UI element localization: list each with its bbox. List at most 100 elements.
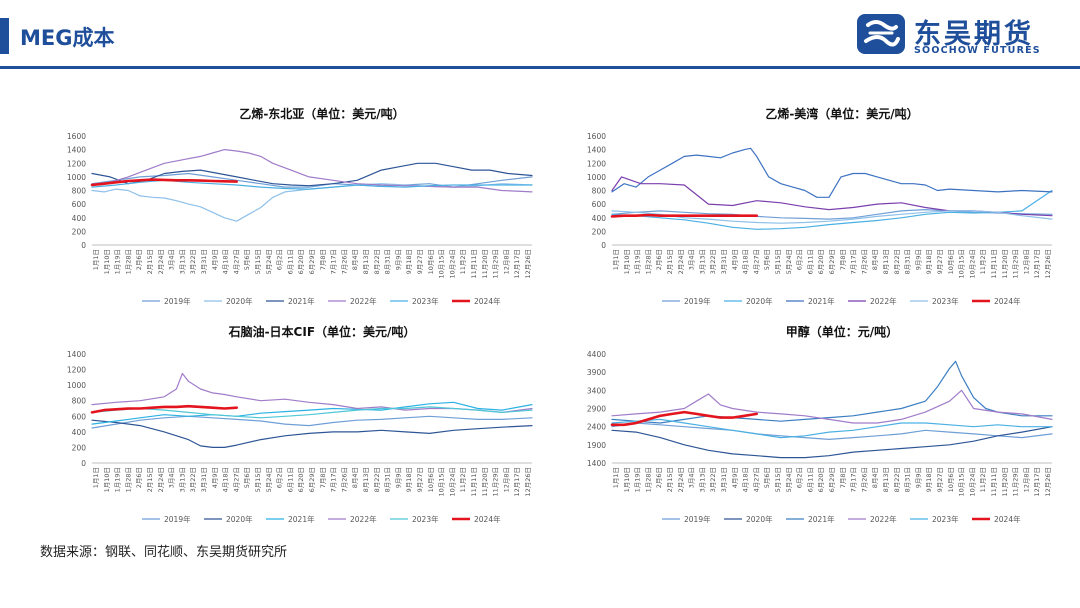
x-tick-label: 10月6日 [947, 249, 955, 274]
y-tick-label: 1400 [587, 459, 606, 468]
chart-ethylene-us-gulf: 乙烯-美湾（单位：美元/吨） 0 200 400 600 800 1000 1200 1400 1… [587, 106, 1053, 306]
x-tick-label: 6月29日 [308, 467, 316, 492]
x-tick-label: 1月10日 [103, 467, 111, 492]
x-tick-label: 1月10日 [623, 467, 631, 492]
x-tick-label: 11月11日 [470, 249, 478, 279]
x-tick-label: 11月20日 [1001, 467, 1009, 497]
y-tick-label: 0 [81, 241, 86, 250]
x-tick-label: 11月29日 [492, 467, 500, 497]
series-line-5 [610, 213, 758, 218]
x-tick-label: 8月4日 [871, 467, 879, 488]
x-tick-label: 4月9日 [211, 249, 219, 270]
legend-label: 2019年 [164, 514, 191, 524]
y-tick-label: 800 [72, 397, 87, 406]
y-tick-label: 200 [72, 227, 87, 236]
x-tick-label: 1月1日 [92, 467, 100, 488]
x-tick-label: 8月31日 [384, 249, 392, 274]
y-tick-label: 600 [72, 200, 87, 209]
series-line-1 [611, 189, 1053, 230]
x-tick-label: 4月9日 [731, 249, 739, 270]
x-tick-label: 10月15日 [438, 467, 446, 497]
x-tick-label: 3月31日 [200, 467, 208, 492]
x-tick-label: 3月4日 [688, 467, 696, 488]
chart-title: 乙烯-美湾（单位：美元/吨） [765, 106, 918, 121]
x-tick-label: 6月29日 [828, 467, 836, 492]
legend-label: 2021年 [288, 296, 315, 306]
x-tick-label: 9月9日 [914, 249, 922, 270]
x-tick-label: 3月13日 [698, 467, 706, 492]
x-tick-label: 7月26日 [340, 249, 348, 274]
x-tick-label: 7月17日 [850, 249, 858, 274]
x-tick-label: 1月1日 [612, 467, 620, 488]
y-tick-label: 200 [72, 443, 87, 452]
x-tick-label: 3月22日 [709, 467, 717, 492]
x-tick-label: 7月26日 [860, 467, 868, 492]
x-tick-label: 7月17日 [330, 249, 338, 274]
y-tick-label: 600 [72, 412, 87, 421]
y-tick-label: 800 [592, 187, 607, 196]
x-tick-label: 2月24日 [157, 249, 165, 274]
legend-label: 2023年 [932, 514, 959, 524]
x-tick-label: 11月20日 [481, 249, 489, 279]
x-tick-label: 5月24日 [785, 249, 793, 274]
legend-label: 2024年 [474, 296, 501, 306]
x-tick-label: 11月29日 [492, 249, 500, 279]
x-tick-label: 12月8日 [1022, 467, 1030, 492]
y-tick-label: 0 [81, 459, 86, 468]
x-tick-label: 11月2日 [459, 467, 467, 492]
logo-english-name: SOOCHOW FUTURES [914, 45, 1041, 56]
x-tick-label: 2月6日 [135, 249, 143, 270]
series-line-0 [611, 209, 1053, 220]
x-tick-label: 6月2日 [276, 467, 284, 488]
soochow-logo-icon [857, 14, 905, 54]
y-tick-label: 600 [592, 200, 607, 209]
legend-label: 2024年 [994, 296, 1021, 306]
x-tick-label: 3月22日 [709, 249, 717, 274]
x-tick-label: 6月2日 [796, 249, 804, 270]
legend-label: 2022年 [350, 514, 377, 524]
y-tick-label: 1600 [587, 132, 606, 141]
x-tick-label: 4月9日 [211, 467, 219, 488]
y-tick-label: 1000 [67, 381, 86, 390]
x-tick-label: 6月11日 [806, 249, 814, 274]
x-tick-label: 3月4日 [168, 249, 176, 270]
x-tick-label: 5月15日 [254, 249, 262, 274]
logo: 东吴期货 SOOCHOW FUTURES [856, 10, 1066, 60]
x-tick-label: 10月15日 [438, 249, 446, 279]
chart-ethylene-northeast-asia: 乙烯-东北亚（单位：美元/吨） 0 200 400 600 800 1000 1200 1400… [67, 106, 533, 306]
x-tick-label: 7月17日 [850, 467, 858, 492]
series-line-5 [90, 178, 238, 187]
series-line-4 [91, 406, 533, 419]
logo-chinese-name: 东吴期货 [914, 19, 1034, 50]
x-tick-label: 11月2日 [979, 467, 987, 492]
chart-panel-ethylene-northeast-asia: 乙烯-东北亚（单位：美元/吨） 0 200 400 600 800 1000 1200 1400… [20, 100, 540, 325]
x-tick-label: 7月8日 [319, 249, 327, 270]
legend-label: 2019年 [684, 514, 711, 524]
x-tick-label: 4月9日 [731, 467, 739, 488]
legend-label: 2024年 [474, 514, 501, 524]
x-tick-label: 1月28日 [124, 249, 132, 274]
y-tick-label: 400 [592, 214, 607, 223]
x-tick-label: 6月11日 [806, 467, 814, 492]
x-tick-label: 6月20日 [297, 467, 305, 492]
x-tick-label: 4月27日 [752, 467, 760, 492]
x-tick-label: 8月31日 [904, 249, 912, 274]
x-tick-label: 10月6日 [427, 467, 435, 492]
x-tick-label: 7月8日 [839, 467, 847, 488]
page-title: MEG成本 [20, 26, 115, 50]
x-tick-label: 12月17日 [513, 467, 521, 497]
x-tick-label: 8月31日 [904, 467, 912, 492]
y-tick-label: 1200 [67, 159, 86, 168]
x-tick-label: 4月18日 [742, 249, 750, 274]
x-tick-label: 12月26日 [524, 249, 532, 279]
x-tick-label: 9月9日 [914, 467, 922, 488]
y-tick-label: 1900 [587, 441, 606, 450]
x-tick-label: 1月28日 [124, 467, 132, 492]
x-tick-label: 8月13日 [882, 467, 890, 492]
y-tick-label: 0 [601, 241, 606, 250]
legend-label: 2021年 [808, 514, 835, 524]
x-tick-label: 8月13日 [362, 467, 370, 492]
series-line-1 [611, 426, 1053, 459]
x-tick-label: 11月11日 [990, 249, 998, 279]
x-tick-label: 3月31日 [720, 249, 728, 274]
